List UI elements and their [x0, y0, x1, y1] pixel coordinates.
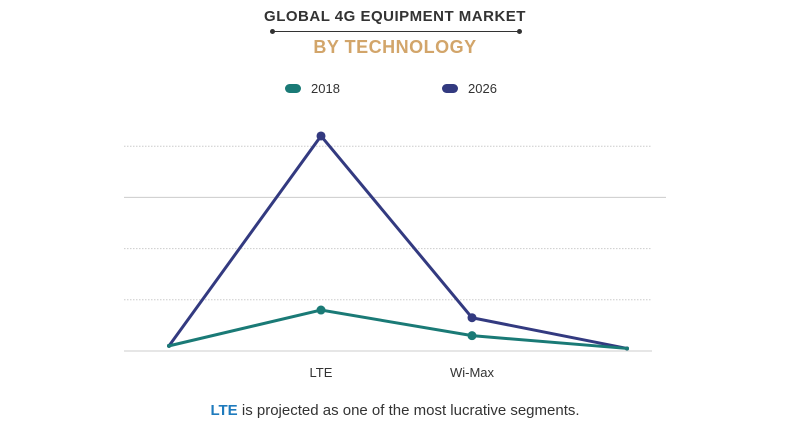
chart-title: GLOBAL 4G EQUIPMENT MARKET	[264, 8, 526, 25]
legend: 2018 2026	[0, 81, 790, 101]
data-point-2018	[467, 331, 477, 341]
legend-swatch-2018	[285, 84, 301, 93]
legend-item-2018: 2018	[285, 81, 340, 96]
caption-text: is projected as one of the most lucrativ…	[237, 402, 580, 419]
data-point-2026	[467, 313, 477, 323]
legend-label-2018: 2018	[311, 81, 340, 96]
x-tick-label: Wi-Max	[450, 365, 495, 380]
chart-subtitle: BY TECHNOLOGY	[313, 37, 477, 57]
x-tick-label: LTE	[310, 365, 333, 380]
legend-label-2026: 2026	[468, 81, 497, 96]
chart-caption: LTE is projected as one of the most lucr…	[0, 402, 790, 419]
series-line-2018	[168, 308, 628, 350]
data-point-2018	[316, 305, 326, 315]
data-point-2018	[625, 346, 629, 351]
legend-swatch-2026	[442, 84, 458, 93]
legend-item-2026: 2026	[442, 81, 497, 96]
title-divider	[270, 29, 522, 34]
caption-highlight: LTE	[210, 402, 238, 419]
data-point-2026	[316, 131, 326, 141]
series-line-2026	[167, 133, 628, 350]
data-point-2018	[167, 343, 171, 348]
